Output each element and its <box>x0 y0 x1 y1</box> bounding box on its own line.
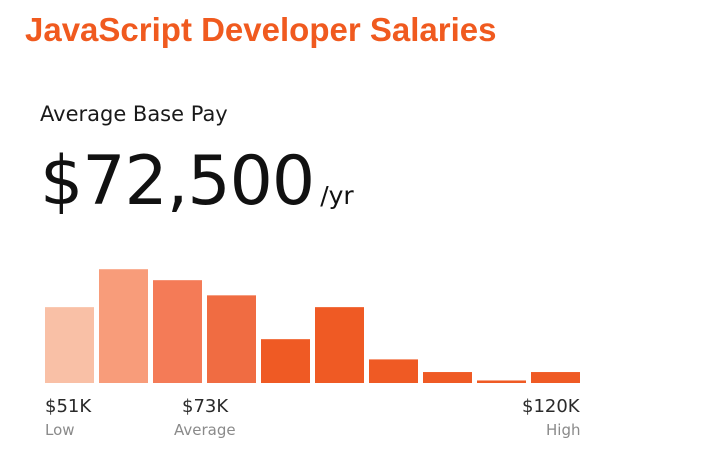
average-base-pay-label: Average Base Pay <box>40 102 228 126</box>
histogram-bar <box>369 359 418 383</box>
histogram-bar <box>261 339 310 383</box>
axis-tick-sublabel: Average <box>174 421 236 439</box>
axis-tick-sublabel: Low <box>45 421 75 439</box>
axis-tick-label: $51K <box>45 396 92 417</box>
axis-tick-label: $73K <box>182 396 229 417</box>
histogram-bar <box>477 380 526 383</box>
axis-tick-sublabel: High <box>546 421 581 439</box>
histogram-bar <box>153 280 202 383</box>
histogram-bar <box>531 372 580 383</box>
salary-unit: /yr <box>320 181 354 210</box>
page-title: JavaScript Developer Salaries <box>25 11 497 48</box>
axis-tick-label: $120K <box>522 396 580 417</box>
histogram-bar <box>99 269 148 383</box>
salary-amount: $72,500 <box>40 142 315 221</box>
salary-histogram <box>45 269 580 383</box>
histogram-bar <box>207 295 256 383</box>
histogram-bar <box>45 307 94 383</box>
histogram-bar <box>315 307 364 383</box>
histogram-bar <box>423 372 472 383</box>
salary-amount-row: $72,500/yr <box>40 142 354 222</box>
